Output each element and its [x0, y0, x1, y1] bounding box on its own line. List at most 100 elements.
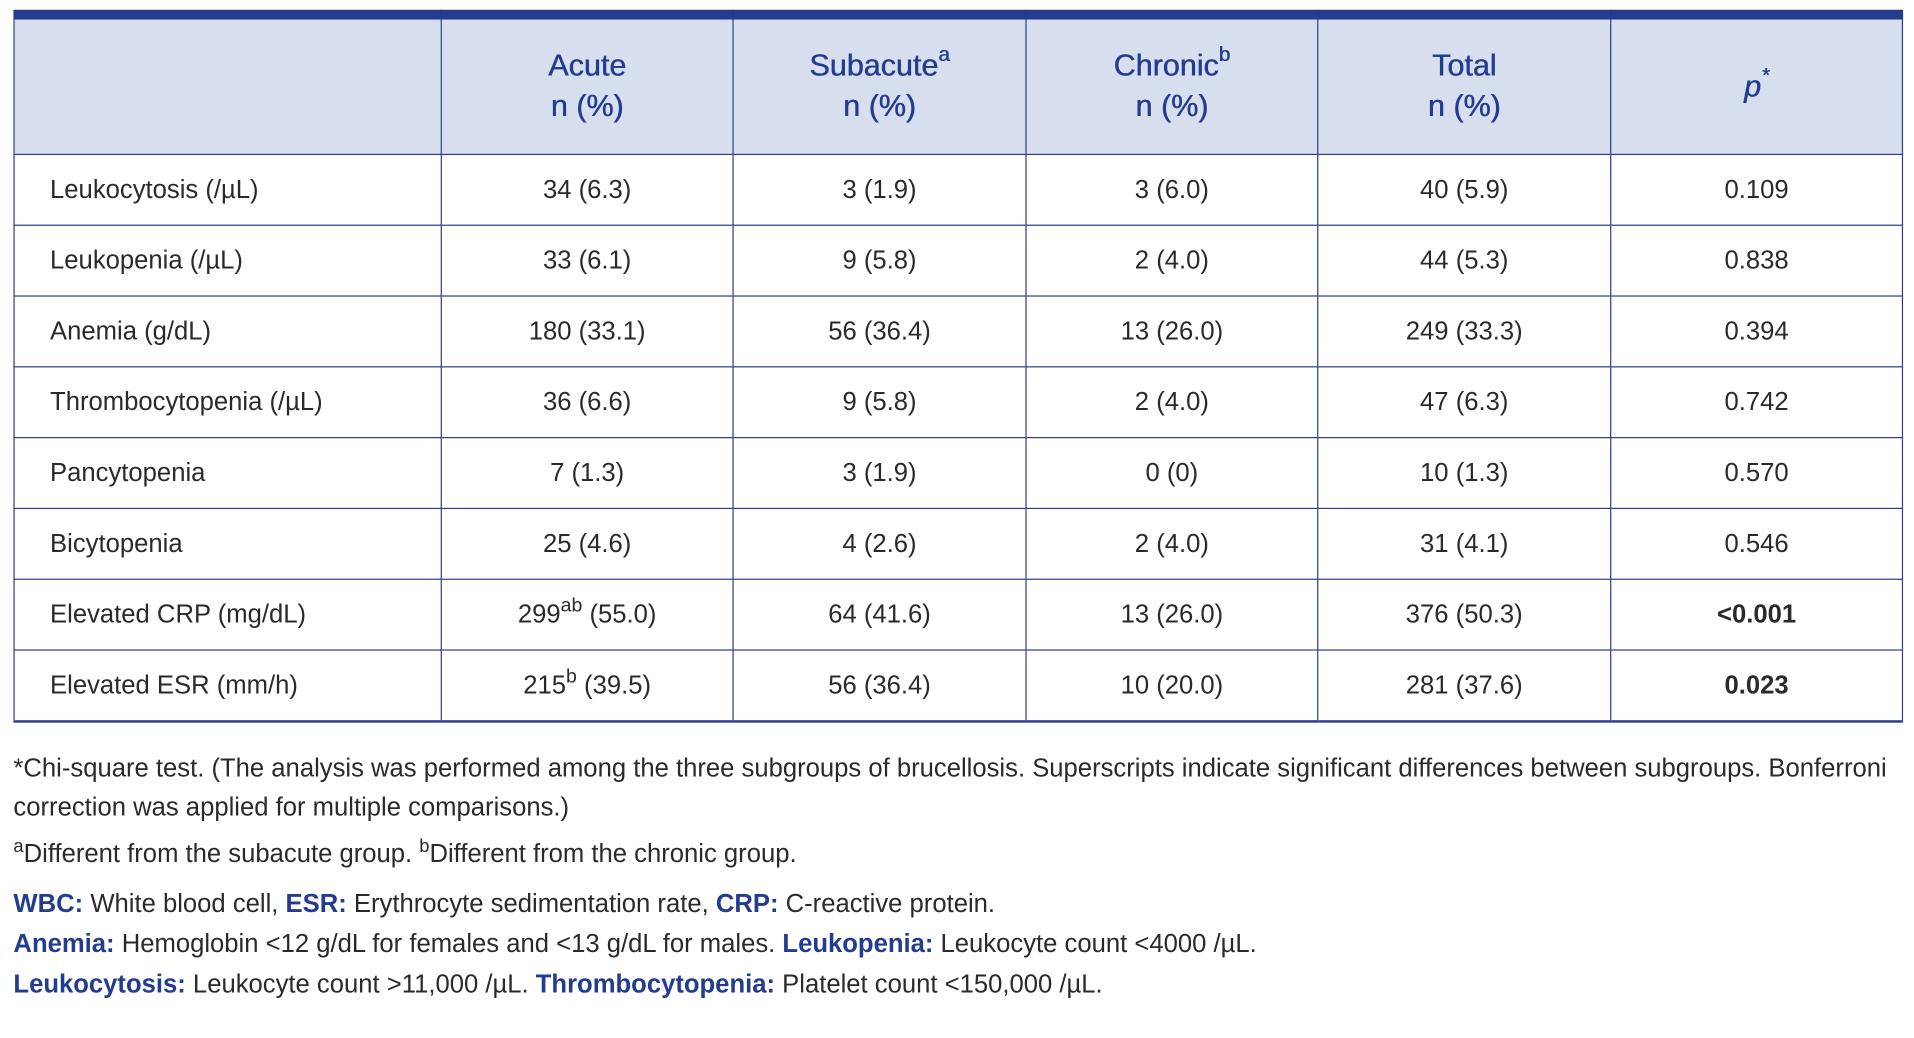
definition-text: White blood cell,	[83, 889, 286, 918]
cell-chronic: 2 (4.0)	[1025, 224, 1319, 297]
cell-chronic: 2 (4.0)	[1025, 366, 1319, 439]
header-chronic-superscript: b	[1218, 42, 1231, 66]
cell-acute: 33 (6.1)	[440, 224, 734, 297]
header-total: Total n (%)	[1317, 14, 1612, 156]
header-total-name: Total	[1431, 48, 1497, 84]
acute-count: 34	[542, 175, 572, 204]
cell-total: 376 (50.3)	[1317, 578, 1612, 651]
row-label: Thrombocytopenia (/µL)	[13, 366, 442, 439]
definition-term: ESR:	[285, 889, 347, 918]
cell-p-value: 0.109	[1610, 153, 1904, 226]
definition-line: Leukocytosis: Leukocyte count >11,000 /µ…	[13, 964, 1893, 1004]
cell-acute: 36 (6.6)	[440, 366, 734, 439]
cell-total: 249 (33.3)	[1317, 295, 1612, 368]
table-row: Leukopenia (/µL) 33 (6.1) 9 (5.8) 2 (4.0) 44…	[13, 224, 1904, 297]
header-chronic-unit: n (%)	[1135, 89, 1209, 124]
cell-p-value: 0.742	[1610, 366, 1904, 439]
acute-count: 25	[542, 529, 572, 558]
cell-subacute: 56 (36.4)	[732, 649, 1027, 723]
definition-term: Leukocytosis:	[13, 970, 186, 999]
acute-superscript: b	[566, 665, 577, 687]
row-label: Leukopenia (/µL)	[13, 224, 442, 297]
superscript-b-text: Different from the chronic group.	[429, 839, 797, 868]
definition-text: C-reactive protein.	[778, 889, 996, 918]
table-footnotes: *Chi-square test. (The analysis was perf…	[13, 750, 1893, 1005]
cell-total: 44 (5.3)	[1317, 224, 1612, 297]
row-label: Leukocytosis (/µL)	[13, 153, 442, 226]
cell-chronic: 13 (26.0)	[1025, 578, 1319, 651]
cell-acute: 299ab (55.0)	[440, 578, 734, 651]
header-p-value: p*	[1610, 14, 1904, 156]
cell-total: 47 (6.3)	[1317, 366, 1612, 439]
header-chronic: Chronicb n (%)	[1025, 14, 1319, 156]
acute-superscript: ab	[560, 595, 583, 616]
cell-total: 40 (5.9)	[1317, 153, 1612, 226]
row-label: Bicytopenia	[13, 507, 442, 580]
table-header-row: Acute n (%) Subacutea n (%) Chronicb n (…	[13, 14, 1904, 156]
definition-line: WBC: White blood cell, ESR: Erythrocyte …	[13, 884, 1893, 924]
cell-subacute: 3 (1.9)	[732, 153, 1027, 226]
cell-acute: 215b (39.5)	[440, 649, 734, 723]
cell-subacute: 4 (2.6)	[732, 507, 1027, 580]
definition-text: Hemoglobin <12 g/dL for females and <13 …	[114, 930, 783, 959]
acute-percent: (1.3)	[564, 458, 625, 487]
header-chronic-name: Chronic	[1113, 48, 1219, 84]
row-label: Anemia (g/dL)	[13, 295, 442, 368]
cell-chronic: 2 (4.0)	[1025, 507, 1319, 580]
acute-percent: (39.5)	[576, 670, 652, 699]
acute-percent: (6.1)	[571, 245, 632, 275]
cell-subacute: 56 (36.4)	[732, 295, 1027, 368]
acute-count: 36	[542, 387, 572, 416]
cell-subacute: 9 (5.8)	[732, 366, 1027, 439]
definition-text: Leukocyte count >11,000 /µL.	[185, 970, 536, 999]
cell-chronic: 3 (6.0)	[1025, 153, 1319, 226]
acute-count: 7	[550, 458, 565, 487]
superscript-b-marker: b	[419, 836, 430, 857]
header-total-unit: n (%)	[1427, 89, 1501, 124]
acute-count: 33	[542, 245, 572, 275]
header-subacute-unit: n (%)	[843, 89, 916, 124]
table-row: Elevated CRP (mg/dL) 299ab (55.0) 64 (41.6…	[13, 578, 1904, 651]
cell-chronic: 13 (26.0)	[1025, 295, 1319, 368]
row-label: Pancytopenia	[13, 437, 442, 510]
acute-percent: (6.6)	[571, 387, 632, 416]
definition-text: Platelet count <150,000 /µL.	[775, 970, 1103, 999]
header-subacute-superscript: a	[938, 42, 950, 66]
cell-total: 31 (4.1)	[1317, 507, 1612, 580]
cell-acute: 25 (4.6)	[440, 507, 734, 580]
cell-total: 10 (1.3)	[1317, 437, 1612, 510]
header-p-name: p	[1744, 68, 1762, 104]
cell-p-value: <0.001	[1610, 578, 1904, 651]
acute-percent: (55.0)	[582, 599, 657, 629]
acute-count: 215	[523, 670, 567, 699]
cell-total: 281 (37.6)	[1317, 649, 1612, 723]
definition-text: Leukocyte count <4000 /µL.	[933, 930, 1257, 959]
hematology-results-table: Acute n (%) Subacutea n (%) Chronicb n (…	[13, 9, 1904, 723]
definition-term: Leukopenia:	[782, 930, 934, 959]
cell-acute: 7 (1.3)	[440, 437, 734, 510]
table-row: Pancytopenia 7 (1.3) 3 (1.9) 0 (0) 10 (1.3) 0…	[13, 437, 1904, 510]
table-body: Leukocytosis (/µL) 34 (6.3) 3 (1.9) 3 (6.0)…	[13, 153, 1904, 723]
cell-p-value: 0.570	[1610, 437, 1904, 510]
superscript-a-marker: a	[13, 836, 24, 857]
table-row: Thrombocytopenia (/µL) 36 (6.6) 9 (5.8) 2 (…	[13, 366, 1904, 439]
header-empty-cell	[13, 14, 442, 156]
table-row: Bicytopenia 25 (4.6) 4 (2.6) 2 (4.0) 31 (4.1…	[13, 507, 1904, 580]
abbreviation-definitions: WBC: White blood cell, ESR: Erythrocyte …	[13, 884, 1893, 1005]
cell-p-value: 0.023	[1610, 649, 1904, 723]
definition-line: Anemia: Hemoglobin <12 g/dL for females …	[13, 924, 1893, 964]
header-acute-name: Acute	[548, 48, 627, 84]
definition-term: Thrombocytopenia:	[535, 970, 776, 999]
row-label: Elevated CRP (mg/dL)	[13, 578, 442, 651]
header-acute-unit: n (%)	[550, 89, 624, 124]
cell-p-value: 0.394	[1610, 295, 1904, 368]
table-row: Anemia (g/dL) 180 (33.1) 56 (36.4) 13 (26.0…	[13, 295, 1904, 368]
cell-chronic: 0 (0)	[1025, 437, 1319, 510]
cell-p-value: 0.838	[1610, 224, 1904, 297]
cell-subacute: 3 (1.9)	[732, 437, 1027, 510]
header-subacute: Subacutea n (%)	[732, 14, 1027, 156]
definition-term: CRP:	[715, 889, 779, 918]
row-label: Elevated ESR (mm/h)	[13, 649, 442, 723]
acute-percent: (33.1)	[571, 316, 646, 345]
table-row: Leukocytosis (/µL) 34 (6.3) 3 (1.9) 3 (6.0)…	[13, 153, 1904, 226]
